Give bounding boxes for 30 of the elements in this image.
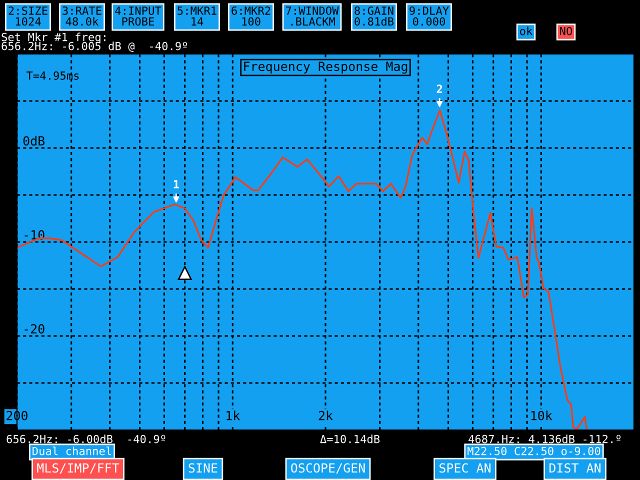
text: 4:INPUT PROBE (115, 6, 162, 26)
text: 4687.Hz: 4.136dB -112.º (468, 434, 621, 444)
y-tick-label: 0dB (23, 136, 45, 146)
text: DIST AN (549, 463, 600, 473)
text: SPEC AN (440, 463, 490, 473)
y-tick-label: -20 (24, 324, 44, 334)
text: Frequency Response Mag (244, 62, 408, 74)
x-tick-label: 1k (226, 410, 240, 420)
text: NO (560, 26, 572, 36)
text: 2:SIZE 1024 (8, 6, 48, 26)
text: MLS/IMP/FFT (37, 463, 120, 474)
text: M22.50 C22.50 o-9.00 (468, 446, 600, 456)
text: OSCOPE/GEN (291, 463, 365, 474)
text: Dual channel (32, 446, 112, 456)
text: ok (520, 26, 533, 36)
annotation: 1 (174, 180, 179, 188)
text: 7:WINDOW .BLACKM (286, 6, 339, 26)
text: 656.2Hz: -6.005 dB @ -40.9º (2, 42, 187, 52)
text: 3:RATE 48.0k (62, 6, 102, 26)
text: 9:DLAY 0.000 (410, 6, 449, 26)
annotation: T=4.95ms (26, 71, 79, 80)
text: 5:MKR1 14 (178, 6, 216, 26)
text: 656.2Hz: -6.00dB -40.9º (6, 434, 166, 444)
text: 6:MKR2 100 (232, 6, 270, 26)
x-tick-label: 10k (531, 410, 552, 420)
text: 8:GAIN 0.81dB (354, 6, 394, 26)
annotation: 2 (436, 84, 442, 93)
text: SINE (188, 463, 218, 473)
x-tick-label: 2k (318, 410, 333, 420)
text: Δ=10.14dB (320, 434, 380, 444)
